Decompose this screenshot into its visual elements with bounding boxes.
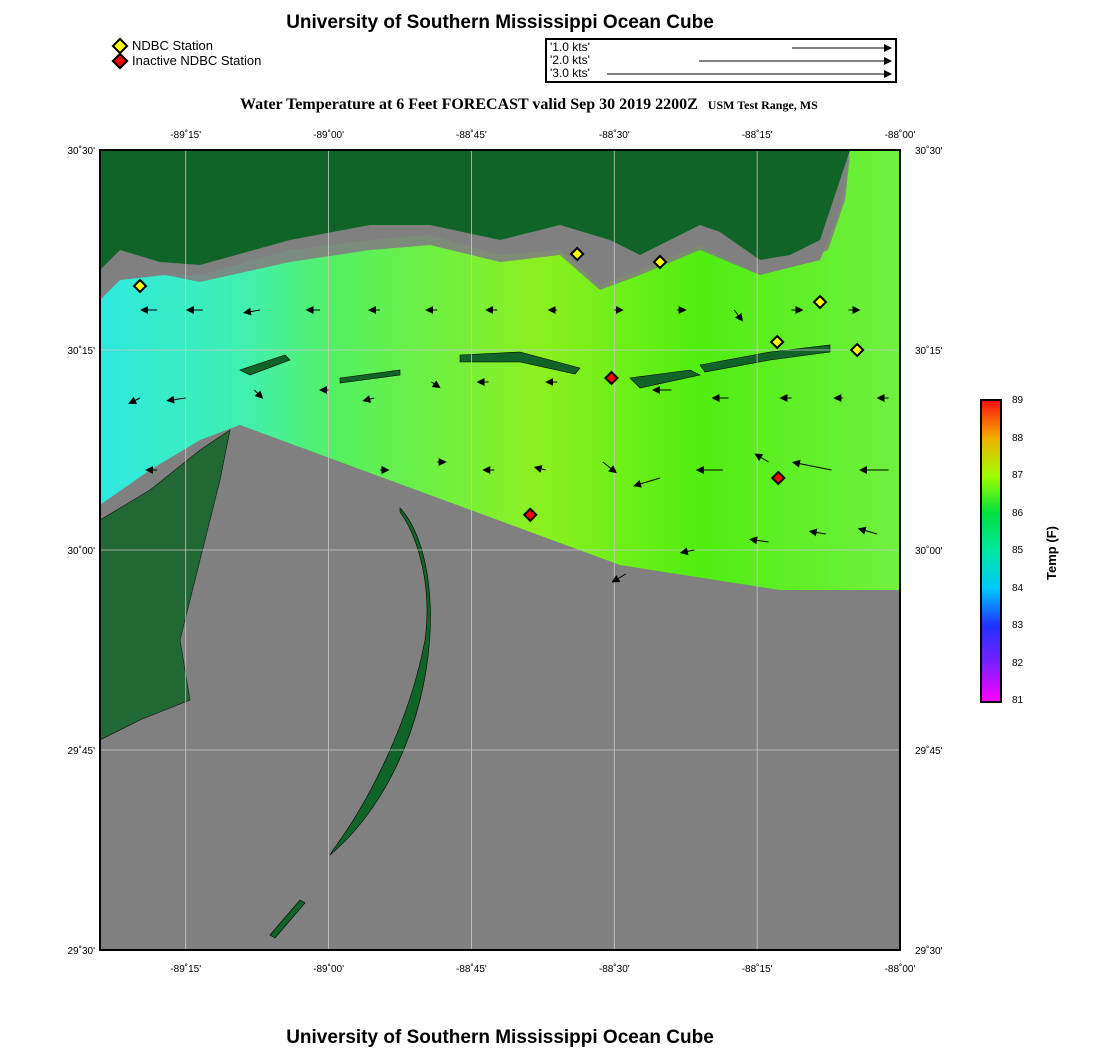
lon-tick-label-top: -88˚45' [456,129,487,141]
ndbc-station-marker[interactable] [652,254,668,270]
lon-tick-label-bottom: -88˚45' [456,963,487,975]
lat-tick-label-left: 30˚15' [68,345,96,357]
lat-tick-label-right: 30˚15' [915,345,943,357]
colorbar-tick-label: 83 [1012,620,1024,631]
lon-tick-label-top: -88˚30' [599,129,630,141]
current-vectors [128,306,889,583]
colorbar-tick-label: 85 [1012,545,1024,556]
scale-1kt-label: '1.0 kts' [550,40,590,54]
subtitle-text: Water Temperature at 6 Feet FORECAST val… [240,96,698,113]
lon-tick-label-top: -88˚15' [742,129,773,141]
axis-ticks: -89˚15' -89˚15' -89˚00' -89˚00' -88˚45' -88˚4… [68,129,943,975]
ndbc-station-marker[interactable] [769,334,785,350]
station-legend: NDBC Station Inactive NDBC Station [111,37,262,69]
map-frame [99,149,901,951]
scale-3kt-label: '3.0 kts' [550,66,590,80]
colorbar-tick-label: 88 [1012,432,1024,444]
colorbar-tick-label: 84 [1012,582,1024,594]
current-arrow [166,395,186,404]
page-footer: University of Southern Mississippi Ocean… [286,1027,714,1048]
page-title: University of Southern Mississippi Ocean… [286,12,714,33]
current-arrow [431,380,441,389]
lon-tick-label-bottom: -88˚30' [599,963,630,975]
lon-tick-label-bottom: -89˚15' [170,963,201,975]
ndbc-station-marker[interactable] [812,294,828,310]
current-arrow [602,461,617,474]
lon-tick-label-top: -88˚00' [885,129,916,141]
shallow-no-data [165,155,850,290]
current-arrow [533,465,546,473]
colorbar-title: Temp (F) [1044,526,1059,580]
scale-2kt-label: '2.0 kts' [550,53,590,67]
ndbc-station-marker[interactable] [132,278,148,294]
lat-tick-label-left: 29˚30' [68,945,96,957]
current-arrow [754,453,769,463]
current-arrow [253,389,264,399]
ndbc-station-marker[interactable] [569,246,585,262]
lat-tick-label-right: 29˚45' [915,745,943,757]
barrier-islands [100,344,831,939]
colorbar-tick-label: 81 [1012,695,1024,706]
lon-tick-label-bottom: -88˚00' [885,963,916,975]
legend-inactive-label: Inactive NDBC Station [132,53,262,68]
lat-tick-label-right: 29˚30' [915,945,943,957]
current-arrow [633,477,661,488]
colorbar-tick-label: 82 [1012,657,1024,669]
current-arrow [679,547,695,556]
lat-tick-label-left: 30˚30' [68,145,96,157]
stations [132,246,865,523]
colorbar-tick-label: 86 [1012,507,1024,519]
current-arrow [808,528,826,537]
legend-active-label: NDBC Station [132,38,213,53]
graticule [100,150,900,950]
inactive-ndbc-station-marker[interactable] [522,507,538,523]
region-label: USM Test Range, MS [707,98,818,112]
coastal-land [100,150,900,270]
current-arrow [749,536,769,545]
lat-tick-label-right: 30˚00' [915,545,943,557]
colorbar-tick-label: 89 [1012,395,1024,406]
vector-scale-box: '1.0 kts' '2.0 kts' '3.0 kts' [545,38,897,83]
current-arrow [733,309,743,322]
current-arrow [362,395,375,403]
lat-tick-label-left: 29˚45' [68,745,96,757]
lat-tick-label-left: 30˚00' [68,545,96,557]
lat-tick-label-right: 30˚30' [915,145,943,157]
ndbc-station-marker[interactable] [849,342,865,358]
scale-arrows [607,44,892,78]
lon-tick-label-top: -89˚00' [313,129,344,141]
lon-tick-label-bottom: -88˚15' [742,963,773,975]
current-arrow [857,526,878,535]
inactive-ndbc-station-marker[interactable] [770,470,786,486]
lon-tick-label-bottom: -89˚00' [313,963,344,975]
lon-tick-label-top: -89˚15' [170,129,201,141]
temperature-colorbar [980,399,1002,703]
colorbar-tick-label: 87 [1012,470,1024,481]
current-arrow [243,307,261,316]
map-subtitle: Water Temperature at 6 Feet FORECAST val… [240,96,818,114]
inactive-ndbc-station-marker[interactable] [604,370,619,386]
current-arrow [611,573,626,583]
current-arrow [128,396,141,404]
current-arrow [791,459,832,471]
